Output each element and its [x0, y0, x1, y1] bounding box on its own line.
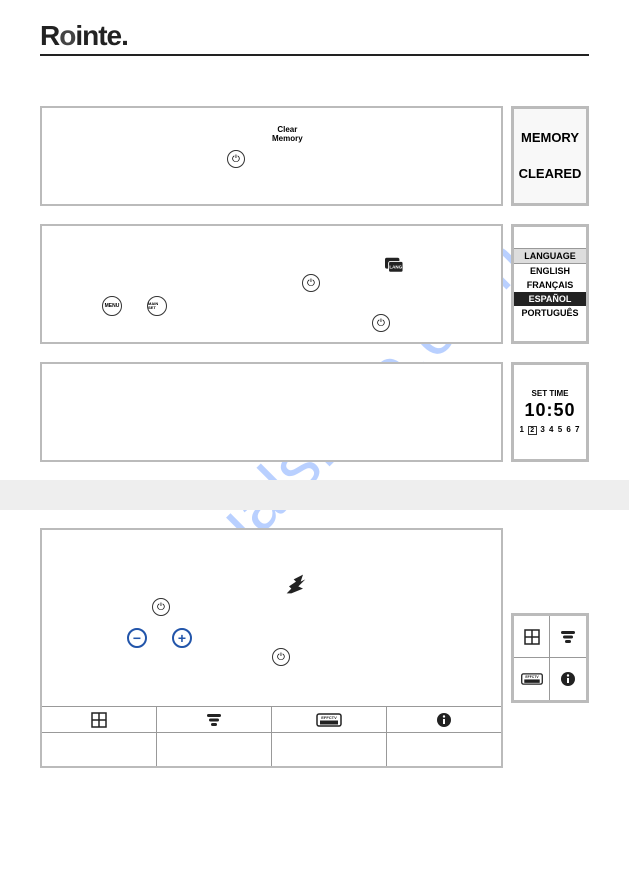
lang-option-english: ENGLISH — [514, 264, 586, 278]
icons-display: EFFCTV — [511, 613, 589, 703]
minus-button-icon: − — [127, 628, 147, 648]
memory-display: MEMORY CLEARED — [511, 106, 589, 206]
window-icon — [91, 712, 107, 728]
display-quad-window — [514, 616, 550, 658]
plus-button-icon: + — [172, 628, 192, 648]
table-head-info — [387, 707, 501, 733]
lang-option-espanol: ESPAÑOL — [514, 292, 586, 306]
window-icon — [524, 629, 540, 645]
menu-button-icon: MENU — [102, 296, 122, 316]
effctv-power-icon: EFFCTV — [316, 713, 342, 727]
settime-day-selected: 2 — [528, 426, 537, 435]
table-head-window — [42, 707, 156, 733]
svg-text:LANG: LANG — [389, 265, 402, 270]
section-divider-band — [0, 480, 629, 510]
effctv-power-icon: EFFCTV — [520, 673, 544, 685]
filter-icon — [559, 630, 577, 644]
flame-icon — [282, 570, 310, 598]
info-icon — [560, 671, 576, 687]
section-icons-diagram: − + — [40, 528, 503, 768]
settime-time: 10:50 — [524, 400, 575, 421]
power-icon — [227, 150, 245, 168]
power-icon — [272, 648, 290, 666]
info-icon — [436, 712, 452, 728]
language-display: LANGUAGE ENGLISH FRANÇAIS ESPAÑOL PORTUG… — [511, 224, 589, 344]
display-quad-filter — [550, 616, 586, 658]
table-head-filter — [157, 707, 271, 733]
section-memory-diagram: Clear Memory — [40, 106, 503, 206]
brand-logo: Rointe. — [40, 20, 589, 52]
settime-days: 1 2 3 4 5 6 7 — [520, 425, 581, 435]
icon-table: EFFCTV — [42, 706, 501, 766]
section-icons: − + — [40, 528, 589, 768]
lang-option-francais: FRANÇAIS — [514, 278, 586, 292]
power-icon — [302, 274, 320, 292]
section-language-diagram: MENU MAIN SET LANG — [40, 224, 503, 344]
section-settime: SET TIME 10:50 1 2 3 4 5 6 7 — [40, 362, 589, 462]
settime-display: SET TIME 10:50 1 2 3 4 5 6 7 — [511, 362, 589, 462]
section-language: MENU MAIN SET LANG LANGUAGE ENGLISH FRAN… — [40, 224, 589, 344]
power-icon — [372, 314, 390, 332]
svg-text:EFFCTV: EFFCTV — [525, 675, 539, 679]
clear-memory-label: Clear Memory — [272, 126, 303, 144]
table-head-power: EFFCTV — [272, 707, 386, 733]
header-rule — [40, 54, 589, 56]
settime-label: SET TIME — [532, 389, 569, 398]
lang-option-portugues: PORTUGUÊS — [514, 306, 586, 320]
language-header: LANGUAGE — [514, 248, 586, 264]
svg-text:EFFCTV: EFFCTV — [321, 715, 337, 720]
display-quad-info — [550, 658, 586, 700]
power-icon — [152, 598, 170, 616]
language-bubble-icon: LANG — [382, 256, 406, 274]
main-set-button-icon: MAIN SET — [147, 296, 167, 316]
section-memory: Clear Memory MEMORY CLEARED — [40, 106, 589, 206]
filter-icon — [205, 713, 223, 727]
section-settime-diagram — [40, 362, 503, 462]
display-quad-power: EFFCTV — [514, 658, 550, 700]
